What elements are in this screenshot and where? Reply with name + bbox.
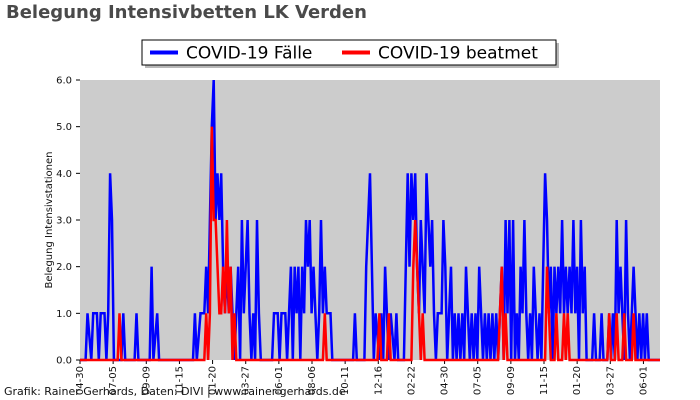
x-tick-label: 01-20 [572,366,583,395]
x-tick-label: 03-27 [605,366,616,395]
y-tick-label: 4.0 [56,169,72,180]
x-tick-label: 11-15 [539,366,550,395]
x-tick-label: 08-06 [307,366,318,395]
x-tick-label: 06-01 [638,366,649,395]
footer-credit: Grafik: Rainer Gerhards, Daten: DIVI | w… [4,385,346,398]
y-tick-label: 3.0 [56,216,72,227]
y-axis-label: Belegung Intensivstationen [44,151,55,288]
x-tick-label: 12-16 [373,366,384,395]
x-tick-label: 11-15 [174,366,185,395]
x-tick-label: 04-30 [75,366,86,395]
series-group [80,79,660,362]
x-tick-label: 06-01 [274,366,285,395]
legend-label: COVID-19 beatmet [378,44,538,64]
x-tick-label: 09-09 [506,366,517,395]
y-axis-ticks: 0.0 1.0 2.0 3.0 4.0 5.0 6.0 [56,76,80,367]
legend: COVID-19 Fälle COVID-19 beatmet [141,39,559,68]
x-tick-label: 07-05 [473,366,484,395]
y-tick-label: 2.0 [56,262,72,273]
series-line-beatmet [80,126,660,362]
page-title: Belegung Intensivbetten LK Verden [6,2,367,23]
y-tick-label: 1.0 [56,309,72,320]
legend-label: COVID-19 Fälle [186,44,312,64]
y-tick-label: 0.0 [56,356,72,367]
x-tick-label: 10-11 [340,366,351,395]
x-tick-label: 04-30 [440,366,451,395]
x-tick-label: 02-22 [406,366,417,395]
x-tick-label: 09-09 [141,366,152,395]
y-tick-label: 6.0 [56,76,72,87]
x-tick-label: 03-27 [241,366,252,395]
x-tick-label: 07-05 [108,366,119,395]
y-tick-label: 5.0 [56,122,72,133]
x-tick-label: 01-20 [208,366,219,395]
x-axis-ticks: 04-30 07-05 09-09 11-15 01-20 03-27 06-01 08-06… [75,360,649,395]
